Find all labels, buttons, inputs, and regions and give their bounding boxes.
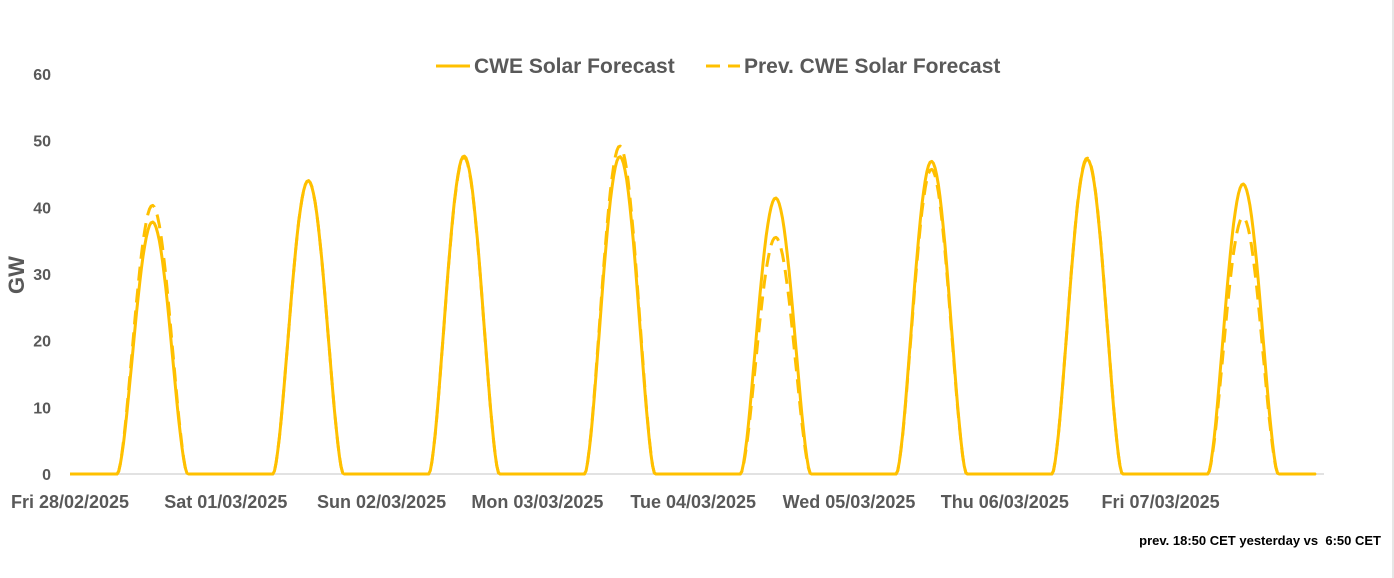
series-group [70,144,1317,476]
comparison-note: prev. 18:50 CET yesterday vs 6:50 CET [1139,533,1381,548]
y-tick-label: 10 [33,400,51,417]
legend-label-current: CWE Solar Forecast [474,55,675,78]
x-tick-label: Tue 04/03/2025 [630,492,756,512]
x-tick-label: Wed 05/03/2025 [783,492,916,512]
x-tick-label: Thu 06/03/2025 [941,492,1069,512]
x-tick-label: Fri 07/03/2025 [1102,492,1220,512]
x-tick-label: Fri 28/02/2025 [11,492,129,512]
x-tick-label: Sat 01/03/2025 [164,492,287,512]
x-axis-ticks: Fri 28/02/2025 Sat 01/03/2025 Sun 02/03/20… [11,492,1220,512]
y-tick-label: 40 [33,200,51,217]
x-tick-label: Mon 03/03/2025 [471,492,603,512]
frame-border [1392,0,1394,578]
series-line-current-forecast [70,154,1317,476]
y-tick-label: 0 [42,467,51,484]
x-tick-label: Sun 02/03/2025 [317,492,446,512]
y-tick-label: 60 [33,67,51,84]
y-tick-label: 30 [33,267,51,284]
legend-label-previous: Prev. CWE Solar Forecast [744,55,1000,78]
legend: CWE Solar Forecast Prev. CWE Solar Forec… [436,55,1000,78]
y-tick-label: 50 [33,134,51,151]
y-axis-title: GW [4,256,29,294]
y-axis-ticks: 0 10 20 30 40 50 60 [33,67,51,484]
y-tick-label: 20 [33,334,51,351]
series-line-previous-forecast [70,144,1317,476]
